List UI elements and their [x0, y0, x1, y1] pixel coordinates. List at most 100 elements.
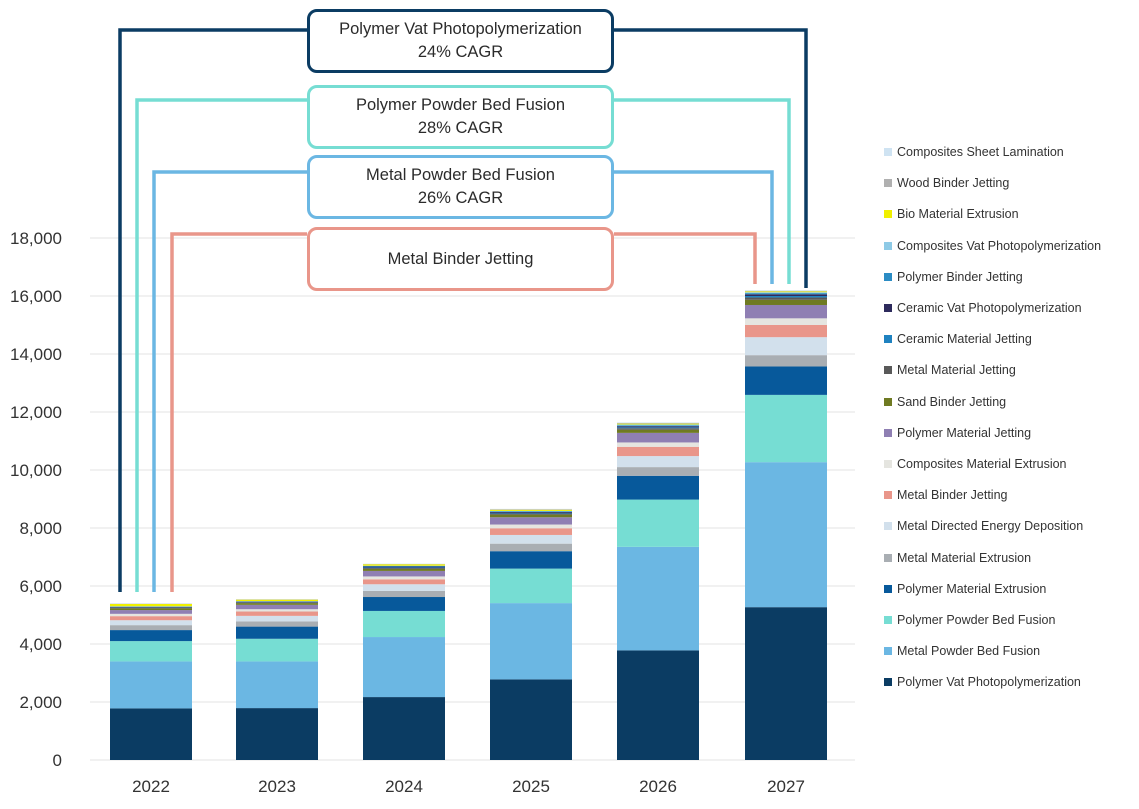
legend-swatch — [884, 491, 892, 500]
bar-segment — [363, 564, 445, 566]
bar-segment — [617, 432, 699, 443]
bar-segment — [617, 475, 699, 500]
bar-segment — [617, 429, 699, 433]
bar-segment — [745, 304, 827, 319]
bar-segment — [363, 576, 445, 580]
connector-right — [614, 232, 757, 284]
bar-segment — [617, 426, 699, 428]
legend-label: Metal Material Extrusion — [897, 550, 1032, 565]
bar-segment — [236, 626, 318, 639]
connector-left — [152, 170, 307, 592]
bar-segment — [363, 597, 445, 611]
bar-segment — [236, 621, 318, 627]
bar-segment — [363, 570, 445, 577]
bar-segment — [236, 603, 318, 605]
x-tick-label: 2022 — [132, 777, 170, 796]
bar-segment — [110, 620, 192, 626]
bar-segment — [617, 467, 699, 476]
bar-segment — [617, 442, 699, 447]
y-tick-label: 16,000 — [10, 287, 62, 306]
bar-segment — [490, 510, 572, 512]
bar-segment — [490, 524, 572, 529]
bar-segment — [110, 661, 192, 709]
bar-segment — [617, 456, 699, 468]
connector-left — [135, 98, 307, 592]
bar-segment — [236, 609, 318, 612]
annotation-callout: Metal Powder Bed Fusion 26% CAGR — [307, 155, 614, 219]
legend-swatch — [884, 460, 892, 468]
bar-segment — [110, 708, 192, 760]
legend-swatch — [884, 148, 892, 156]
bar-segment — [745, 325, 827, 338]
y-axis-tick-labels: 0 2,000 4,000 6,000 8,000 10,000 12,000 14,000 1… — [10, 229, 62, 770]
bar-segment — [490, 528, 572, 535]
legend-item: Composites Vat Photopolymerization — [884, 236, 1101, 256]
x-tick-label: 2024 — [385, 777, 423, 796]
annotation-connectors — [118, 28, 808, 592]
bar-segment — [745, 366, 827, 395]
bar-segment — [490, 512, 572, 514]
legend-item: Polymer Material Jetting — [884, 423, 1031, 443]
bar-segment — [617, 423, 699, 425]
bar-segment — [617, 424, 699, 426]
bar-segment — [745, 355, 827, 367]
legend-swatch — [884, 428, 892, 437]
bar-segment — [745, 293, 827, 295]
bar-segment — [363, 579, 445, 585]
bar-segment — [745, 462, 827, 608]
bar-segment — [617, 422, 699, 424]
legend-label: Polymer Vat Photopolymerization — [897, 675, 1081, 690]
bar-segment — [363, 590, 445, 598]
connector-left — [118, 28, 307, 592]
bar-segment — [617, 499, 699, 547]
annotation-title: Metal Powder Bed Fusion — [366, 166, 555, 184]
bar-segment — [745, 607, 827, 760]
bar-segment — [617, 546, 699, 651]
annotation-title: Metal Binder Jetting — [387, 249, 534, 268]
connector-left — [170, 232, 307, 592]
legend-swatch — [884, 397, 892, 406]
bar-segment — [110, 641, 192, 662]
bar-segment — [363, 566, 445, 568]
y-tick-label: 0 — [53, 751, 62, 770]
bar-segment — [363, 584, 445, 591]
legend-swatch — [884, 335, 892, 344]
legend-label: Polymer Material Extrusion — [897, 581, 1047, 596]
bar-segment — [110, 603, 192, 607]
annotation-cagr: 28% CAGR — [417, 119, 504, 137]
y-tick-label: 14,000 — [10, 345, 62, 364]
bar-segment — [490, 568, 572, 604]
connector-right — [614, 28, 808, 288]
legend-item: Metal Powder Bed Fusion — [884, 641, 1040, 661]
bar-segment — [236, 601, 318, 603]
legend-swatch — [884, 366, 892, 375]
y-tick-label: 18,000 — [10, 229, 62, 248]
x-tick-label: 2023 — [258, 777, 296, 796]
annotation-cagr: 26% CAGR — [417, 189, 504, 207]
bar-segment — [490, 512, 572, 513]
bar-segment — [745, 297, 827, 300]
bar-segment — [490, 543, 572, 552]
legend-label: Metal Binder Jetting — [897, 488, 1008, 503]
bar-segment — [490, 514, 572, 518]
bars — [110, 290, 827, 760]
bar-segment — [745, 299, 827, 305]
y-tick-label: 2,000 — [19, 693, 62, 712]
x-tick-label: 2026 — [639, 777, 677, 796]
legend-label: Wood Binder Jetting — [897, 176, 1010, 191]
bar-segment — [236, 604, 318, 610]
bar-segment — [617, 427, 699, 429]
bar-segment — [110, 608, 192, 611]
bar-segment — [490, 679, 572, 760]
x-tick-label: 2025 — [512, 777, 550, 796]
legend-label: Metal Material Jetting — [897, 363, 1016, 378]
legend-label: Metal Directed Energy Deposition — [897, 519, 1084, 534]
legend-item: Polymer Binder Jetting — [884, 267, 1023, 287]
legend-label: Ceramic Vat Photopolymerization — [897, 301, 1082, 315]
bar-segment — [110, 613, 192, 617]
legend-item: Composites Material Extrusion — [884, 454, 1067, 474]
legend-item: Ceramic Vat Photopolymerization — [884, 298, 1082, 318]
legend-item: Wood Binder Jetting — [884, 173, 1009, 193]
legend-label: Ceramic Material Jetting — [897, 332, 1032, 347]
